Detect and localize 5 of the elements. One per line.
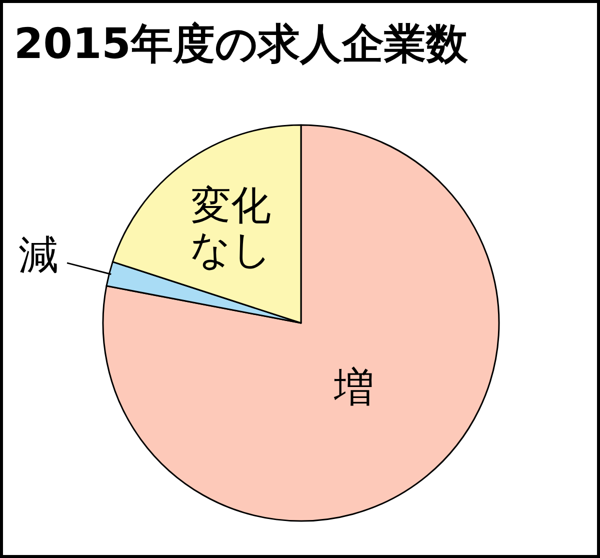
- slice-label: 変化なし: [190, 182, 272, 273]
- pie-slice: [102, 124, 500, 522]
- slice-label: 増: [333, 365, 374, 412]
- slice-label: 減: [18, 232, 58, 279]
- chart-title: 2015年度の求人企業数: [14, 19, 469, 68]
